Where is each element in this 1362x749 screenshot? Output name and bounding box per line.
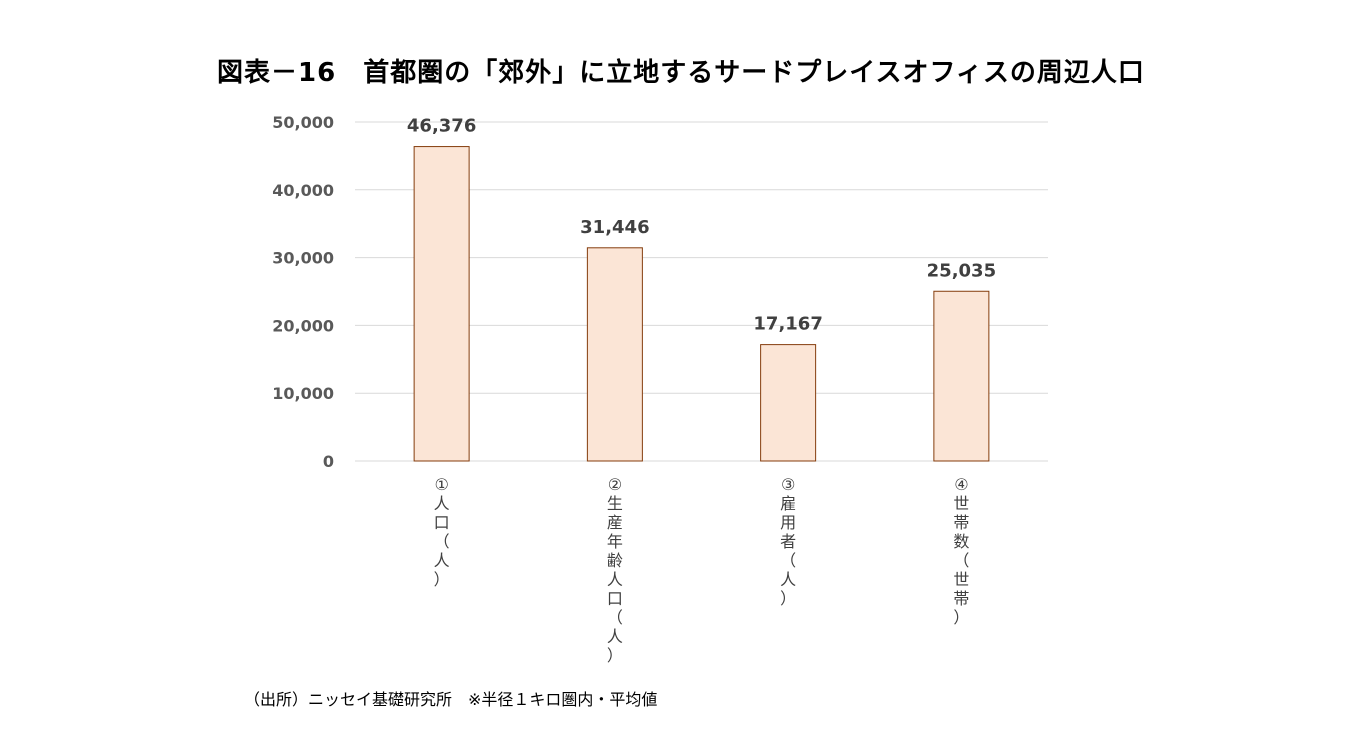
y-tick-label: 10,000 (272, 384, 334, 403)
bar (933, 290, 990, 462)
data-label: 46,376 (407, 116, 476, 137)
data-label: 25,035 (927, 260, 996, 281)
y-tick-label: 30,000 (272, 249, 334, 268)
bar-chart: 0 10,000 20,000 30,000 40,000 50,000 46,376 31… (272, 113, 1048, 665)
y-axis-ticks: 0 10,000 20,000 30,000 40,000 50,000 (272, 113, 334, 471)
data-labels: 46,376 31,446 17,167 25,035 (407, 116, 996, 335)
bars (413, 146, 990, 462)
bar (413, 146, 470, 462)
category-label: ① 人口（人） (434, 475, 450, 589)
source-note: （出所）ニッセイ基礎研究所 ※半径１キロ圏内・平均値 (244, 690, 658, 709)
y-tick-label: 20,000 (272, 316, 334, 335)
category-label: ④ 世帯数（世帯） (953, 475, 969, 627)
y-tick-label: 40,000 (272, 181, 334, 200)
y-tick-label: 0 (323, 452, 334, 471)
data-label: 31,446 (580, 217, 649, 238)
gridlines (355, 121, 1048, 462)
category-label: ② 生産年齢人口（人） (607, 475, 623, 665)
y-tick-label: 50,000 (272, 113, 334, 132)
chart-title: 図表－16 首都圏の「郊外」に立地するサードプレイスオフィスの周辺人口 (217, 58, 1145, 88)
x-axis-categories: ① 人口（人） ② 生産年齢人口（人） ③ 雇用者（人） ④ 世帯数（世帯） (434, 475, 970, 665)
bar (586, 247, 643, 462)
category-label: ③ 雇用者（人） (780, 475, 796, 608)
bar (760, 344, 817, 462)
data-label: 17,167 (753, 314, 822, 335)
